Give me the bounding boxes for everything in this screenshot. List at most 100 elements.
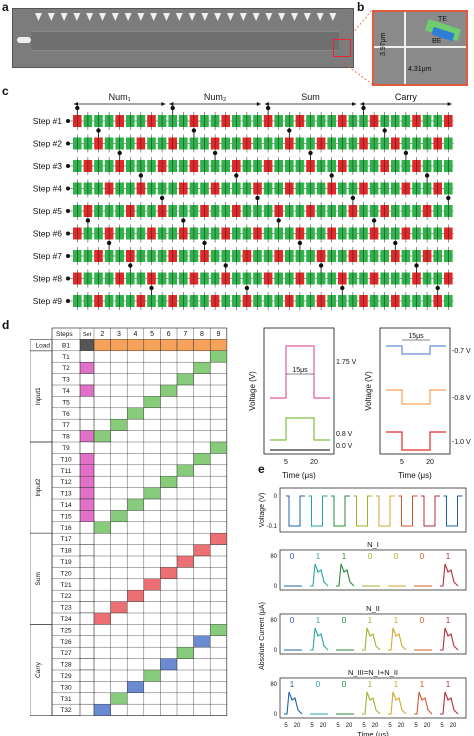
- current-trace: [362, 627, 381, 651]
- active-cell: [160, 658, 178, 671]
- set-cell: [79, 453, 95, 465]
- row-label: T14: [60, 502, 72, 509]
- current-trace: [362, 691, 381, 715]
- bit-label: 1: [446, 552, 451, 561]
- header-col: 5: [150, 331, 154, 338]
- pad-triangle: [35, 13, 42, 21]
- active-cell: [143, 487, 161, 500]
- active-cell: [193, 544, 211, 557]
- active-cell: [143, 396, 161, 408]
- x-tick: 5: [388, 723, 392, 729]
- step-label: Step #8: [33, 274, 63, 284]
- probe-dot: [329, 173, 334, 178]
- wave-ylabel: Voltage (V): [364, 371, 373, 411]
- panel-label-b: b: [357, 0, 365, 14]
- row-label: T23: [60, 605, 72, 612]
- row-label: T25: [60, 627, 72, 634]
- probe-dot: [181, 218, 186, 223]
- load-cell: [176, 339, 194, 351]
- active-cell: [193, 635, 211, 648]
- current-ylabel: Absolute Current (μA): [259, 602, 266, 670]
- group-label-3: Carry: [395, 92, 417, 102]
- probe-dot: [85, 218, 91, 223]
- row-label: T27: [60, 650, 72, 657]
- row-label: T5: [62, 399, 70, 406]
- arrow-head: [264, 102, 269, 106]
- set-cell: [79, 430, 95, 443]
- bit-label: 0: [342, 680, 347, 689]
- row-label: T15: [60, 513, 72, 520]
- header-col: 9: [217, 331, 221, 338]
- active-cell: [127, 681, 144, 693]
- row-label: T6: [62, 411, 70, 418]
- bit-label: 0: [290, 616, 295, 625]
- wave-trace: [270, 345, 330, 399]
- pad-triangle: [86, 13, 94, 21]
- set-cell: [79, 475, 95, 488]
- group-label-0: Num₁: [109, 92, 131, 102]
- panel-label-c: c: [2, 84, 9, 98]
- row-label: T31: [60, 696, 72, 703]
- pad-triangle: [137, 13, 145, 21]
- probe-dot: [382, 128, 387, 133]
- panel-label-a: a: [2, 0, 9, 14]
- row-label: T18: [60, 548, 72, 555]
- probe-dot: [414, 263, 419, 268]
- wave-xlabel: Time (μs): [282, 471, 316, 480]
- step-label: Step #7: [33, 251, 63, 261]
- wave-tick: 20: [310, 459, 318, 466]
- probe-dot: [106, 240, 112, 246]
- set-cell: [79, 373, 95, 386]
- voltage-trace: [421, 495, 440, 527]
- bit-label: 0: [420, 616, 425, 625]
- pad-triangle: [227, 13, 234, 21]
- voltage-trace: [331, 495, 350, 527]
- bit-label: 0: [316, 680, 321, 689]
- arrow-head: [169, 102, 174, 106]
- bit-label: 0: [342, 616, 347, 625]
- voltage-trace: [376, 495, 395, 527]
- wave-frame: [263, 327, 335, 455]
- bit-label: 0: [420, 552, 425, 561]
- row-label: T3: [62, 377, 70, 384]
- group-label: Input1: [35, 387, 42, 405]
- probe-dot: [223, 263, 228, 268]
- wave-tick: 5: [284, 459, 288, 466]
- pad-triangle: [111, 13, 119, 21]
- wave-xlabel: Time (μs): [398, 471, 432, 480]
- row-label-2: N_III=N_I+N_II: [348, 668, 398, 677]
- active-cell: [176, 464, 194, 477]
- pad-triangle: [316, 13, 324, 21]
- row-label: T2: [62, 365, 70, 372]
- bit-label: 1: [446, 616, 451, 625]
- active-cell: [210, 533, 227, 545]
- arrow-head: [352, 102, 357, 106]
- bit-label: 0: [394, 552, 399, 561]
- current-tick: 0: [274, 648, 278, 654]
- x-tick: 5: [284, 723, 288, 729]
- pad-triangle: [303, 13, 311, 21]
- x-tick: 20: [294, 723, 301, 729]
- x-tick: 5: [414, 723, 418, 729]
- arrow-head: [161, 102, 166, 106]
- probe-dot: [350, 195, 356, 201]
- set-cell: [79, 418, 95, 431]
- row-label: T19: [60, 559, 72, 566]
- x-tick: 5: [336, 723, 340, 729]
- voltage-tick: 0: [274, 494, 278, 500]
- current-trace: [336, 563, 355, 587]
- wave-tick: 5: [400, 459, 404, 466]
- active-cell: [176, 555, 194, 568]
- step-label: Step #2: [33, 139, 63, 149]
- set-cell: [79, 498, 95, 511]
- probe-dot: [244, 285, 250, 291]
- x-tick: 5: [310, 723, 314, 729]
- bit-label: 1: [368, 680, 373, 689]
- wave-trace: [386, 345, 446, 355]
- set-cell: [79, 544, 95, 557]
- pad-triangle: [214, 13, 222, 21]
- probe-dot: [308, 150, 313, 156]
- probe-dot: [212, 150, 218, 156]
- voltage-ylabel: Voltage (V): [259, 493, 266, 528]
- pad-triangle: [150, 13, 158, 21]
